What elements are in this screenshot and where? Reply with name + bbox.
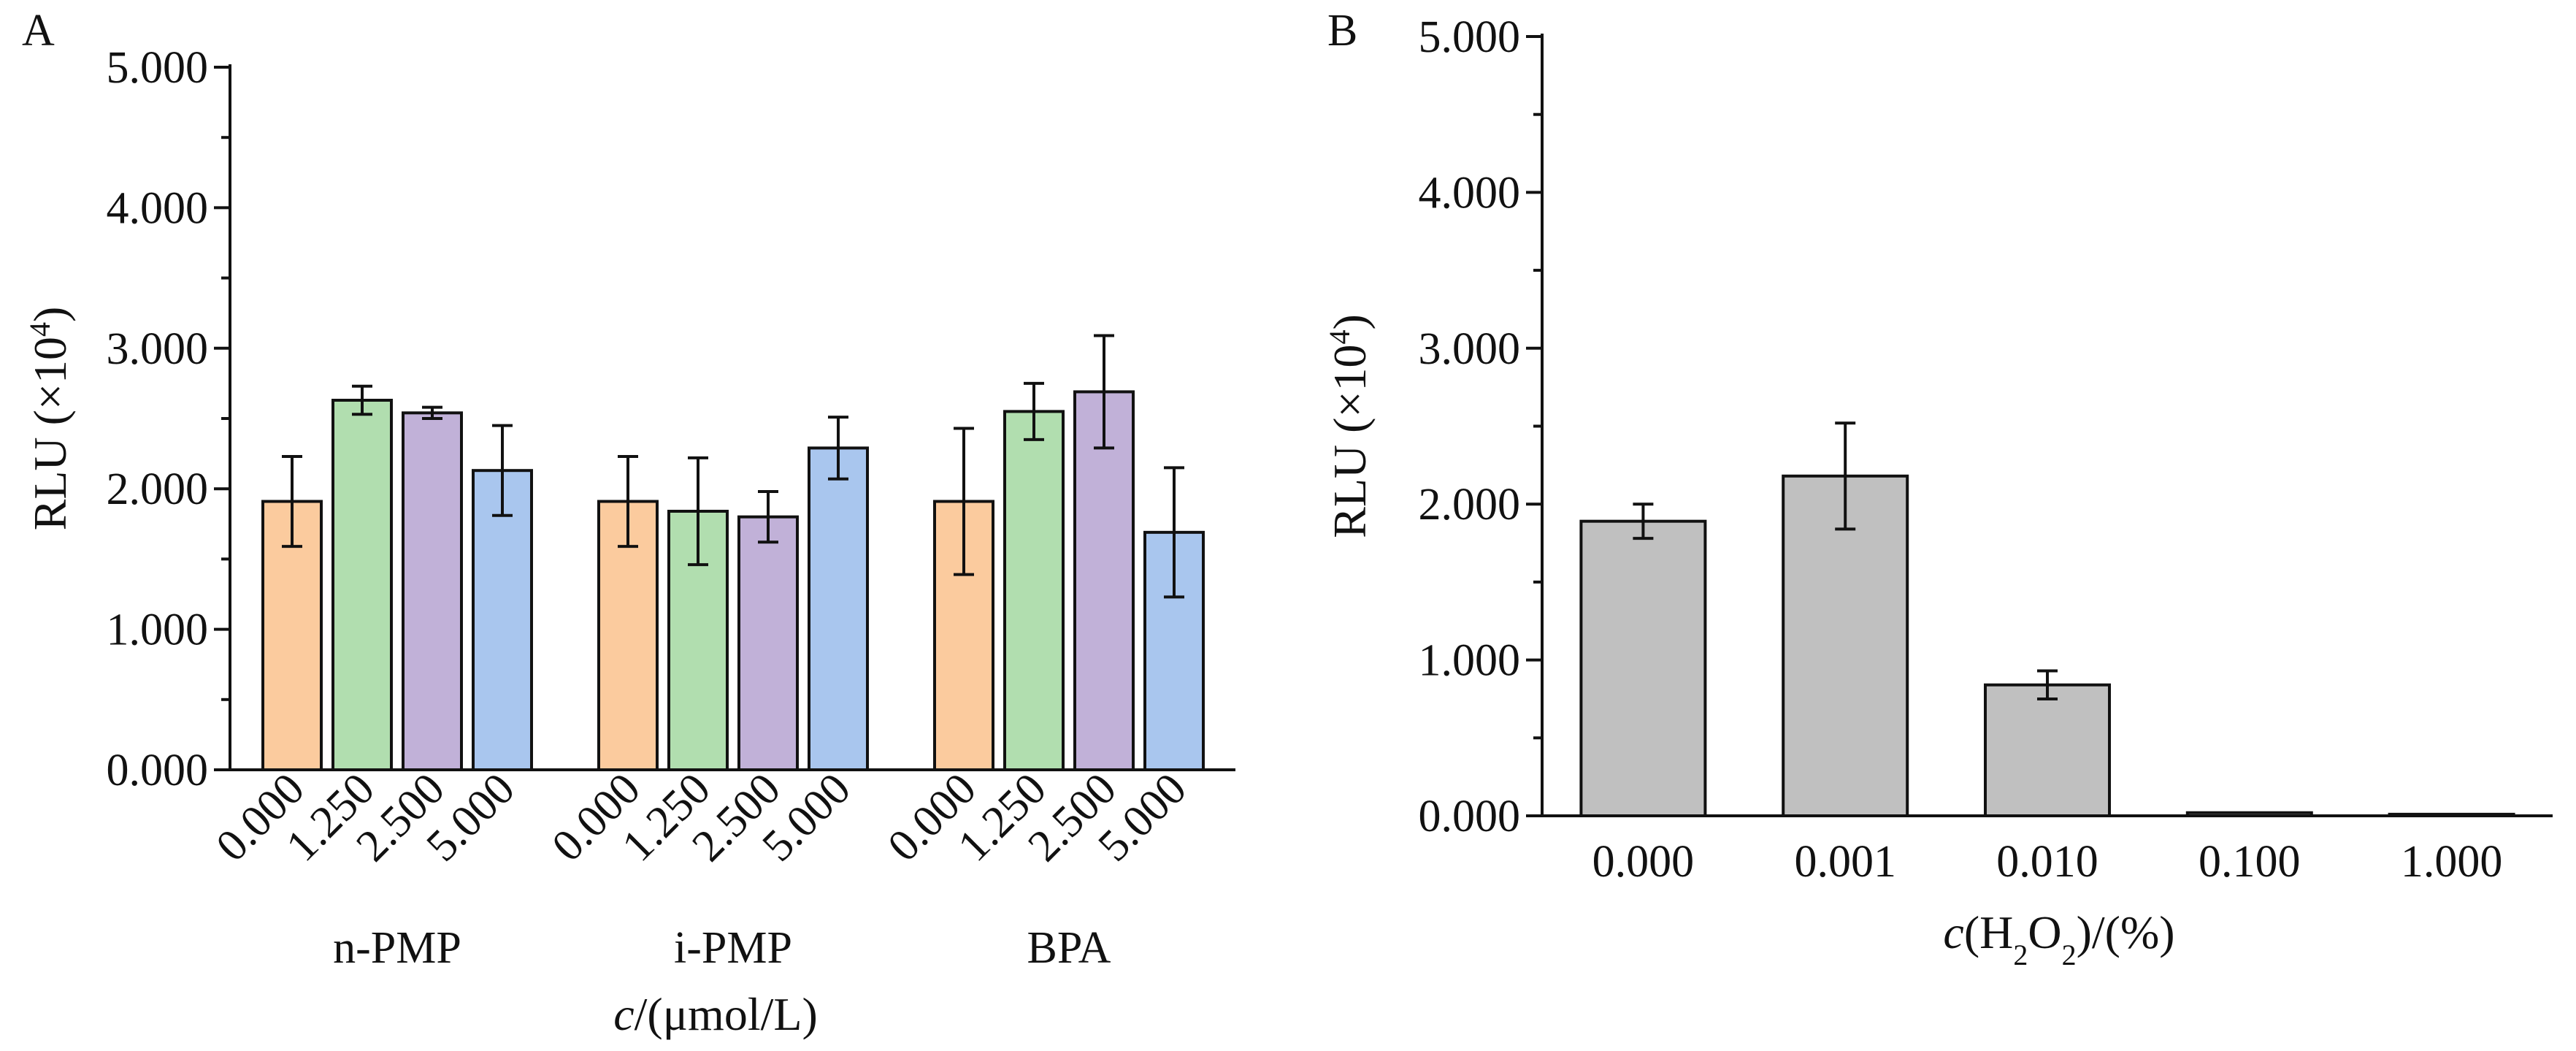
y-tick-label: 2.000 <box>1419 480 1521 530</box>
y-tick-label: 3.000 <box>1419 324 1521 374</box>
y-tick-label: 5.000 <box>1419 12 1521 62</box>
bar-n-pmp-1 <box>331 398 393 771</box>
y-tick-label: 1.000 <box>107 605 209 655</box>
x-tick-label: 0.010 <box>1996 837 2098 887</box>
bar-i-pmp-3 <box>808 446 869 771</box>
panel-label-b: B <box>1327 6 1357 56</box>
bar-bpa-1 <box>1003 410 1065 771</box>
svg-text:RLU (×104): RLU (×104) <box>23 307 77 531</box>
y-tick-label: 3.000 <box>107 324 209 374</box>
bar-n-pmp-2 <box>402 411 463 772</box>
bar-h2o2-1 <box>1782 474 1909 818</box>
y-tick-label: 4.000 <box>107 183 209 233</box>
y-tick-label: 5.000 <box>107 43 209 93</box>
group-label: BPA <box>1027 923 1111 973</box>
bar-h2o2-0 <box>1579 519 1707 817</box>
group-label: i-PMP <box>674 923 792 973</box>
y-tick-label: 0.000 <box>107 746 209 795</box>
y-tick-label: 4.000 <box>1419 168 1521 218</box>
bar-h2o2-2 <box>1984 683 2111 818</box>
bar-i-pmp-2 <box>737 515 799 771</box>
panel-label-a: A <box>22 6 55 56</box>
y-tick-label: 1.000 <box>1419 636 1521 686</box>
x-tick-label: 0.100 <box>2199 837 2301 887</box>
y-axis-title: RLU (×104) <box>1323 314 1376 538</box>
svg-text:RLU (×104): RLU (×104) <box>1323 314 1376 538</box>
group-label: n-PMP <box>333 923 461 973</box>
x-axis-title-b: c(H2O2)/(%) <box>1943 906 2174 971</box>
y-tick-label: 2.000 <box>107 465 209 514</box>
bar-n-pmp-3 <box>472 469 533 771</box>
x-tick-label: 1.000 <box>2401 837 2503 887</box>
bar-h2o2-3 <box>2185 811 2313 818</box>
x-axis-title-a: c/(μmol/L) <box>613 988 818 1040</box>
x-tick-label: 0.000 <box>1592 837 1695 887</box>
bar-h2o2-4 <box>2388 812 2515 817</box>
x-tick-label: 0.001 <box>1794 837 1896 887</box>
y-tick-label: 0.000 <box>1419 792 1521 841</box>
y-axis-title: RLU (×104) <box>23 307 77 531</box>
bar-bpa-2 <box>1073 390 1135 771</box>
bar-n-pmp-0 <box>261 500 323 771</box>
